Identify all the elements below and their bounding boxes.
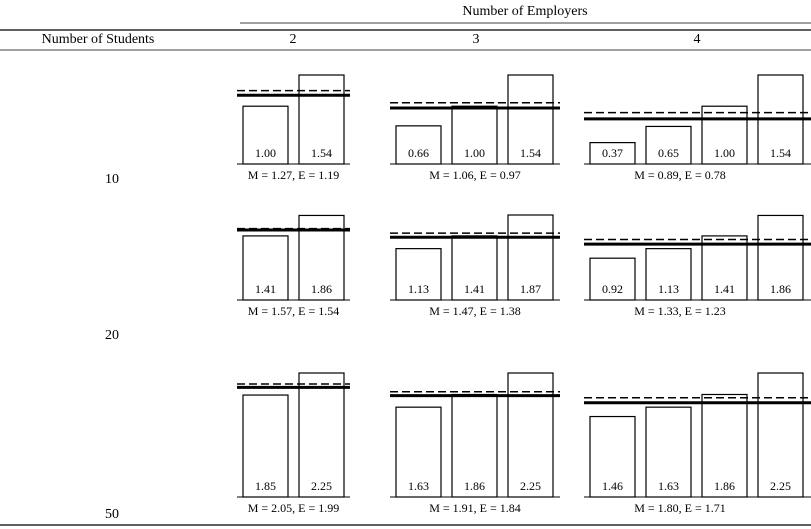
bar <box>242 105 289 165</box>
row-label: 20 <box>105 328 119 343</box>
bar-label: 1.13 <box>408 282 429 296</box>
bar <box>701 393 748 498</box>
row-label: 50 <box>105 507 119 522</box>
bar-label: 1.41 <box>255 282 276 296</box>
bar-label: 1.41 <box>714 282 735 296</box>
bar-label: 2.25 <box>520 479 541 493</box>
row-header: Number of Students <box>42 32 155 47</box>
cell-caption: M = 0.89, E = 0.78 <box>634 168 726 182</box>
bar <box>395 248 442 301</box>
column-header: 4 <box>694 32 701 47</box>
bar-label: 1.86 <box>311 282 332 296</box>
column-header: 3 <box>473 32 480 47</box>
bar-label: 1.00 <box>464 146 485 160</box>
bar <box>701 105 748 165</box>
bar <box>451 393 498 498</box>
bar <box>507 74 554 165</box>
bar-label: 1.54 <box>770 146 791 160</box>
cell-caption: M = 1.47, E = 1.38 <box>429 304 521 318</box>
cell-caption: M = 1.91, E = 1.84 <box>429 501 521 515</box>
bar-label: 1.63 <box>408 479 429 493</box>
cell-caption: M = 1.27, E = 1.19 <box>248 168 340 182</box>
bar <box>645 248 692 301</box>
bar-label: 2.25 <box>311 479 332 493</box>
cell-caption: M = 1.80, E = 1.71 <box>634 501 726 515</box>
column-header: 2 <box>290 32 297 47</box>
row-label: 10 <box>105 172 119 187</box>
bar <box>507 372 554 498</box>
bar <box>589 257 636 301</box>
bar-label: 1.86 <box>770 282 791 296</box>
bar-label: 1.00 <box>255 146 276 160</box>
bar-label: 1.54 <box>311 146 332 160</box>
cell-caption: M = 1.33, E = 1.23 <box>634 304 726 318</box>
bar-label: 0.66 <box>408 146 429 160</box>
bar-label: 1.86 <box>464 479 485 493</box>
bar-label: 1.85 <box>255 479 276 493</box>
table-title: Number of Employers <box>462 4 587 19</box>
bar-label: 1.86 <box>714 479 735 493</box>
bar-label: 1.13 <box>658 282 679 296</box>
bar <box>589 415 636 498</box>
bar-label: 1.00 <box>714 146 735 160</box>
bar-label: 0.65 <box>658 146 679 160</box>
bar-label: 1.46 <box>602 479 623 493</box>
cell-caption: M = 1.57, E = 1.54 <box>248 304 340 318</box>
bar <box>242 394 289 498</box>
bar <box>645 406 692 498</box>
bar-label: 1.63 <box>658 479 679 493</box>
bar <box>757 214 804 301</box>
bar <box>507 214 554 301</box>
bar-label: 1.87 <box>520 282 541 296</box>
bar-label: 0.92 <box>602 282 623 296</box>
bar <box>451 235 498 301</box>
bar-label: 2.25 <box>770 479 791 493</box>
bar-label: 0.37 <box>602 146 623 160</box>
cell-caption: M = 2.05, E = 1.99 <box>248 501 340 515</box>
bar <box>451 105 498 165</box>
bar-label: 1.54 <box>520 146 541 160</box>
bar <box>757 372 804 498</box>
bar <box>242 235 289 301</box>
bar-label: 1.41 <box>464 282 485 296</box>
bar <box>395 125 442 165</box>
bar <box>395 406 442 498</box>
cell-caption: M = 1.06, E = 0.97 <box>429 168 521 182</box>
